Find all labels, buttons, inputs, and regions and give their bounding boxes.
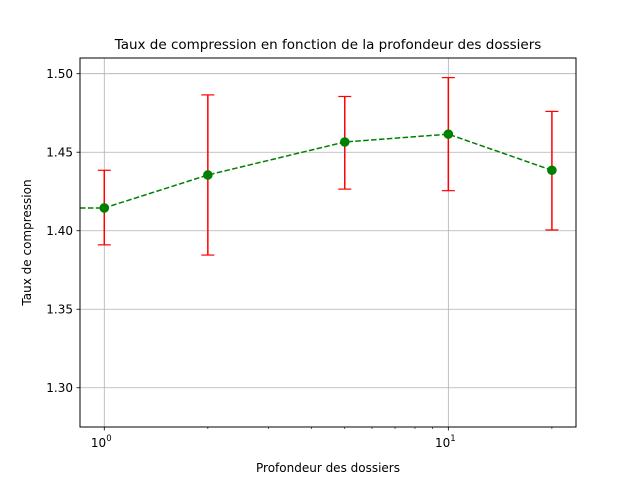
series-line <box>80 133 553 209</box>
y-axis-label: Taux de compression <box>20 179 34 306</box>
series-line-group <box>80 133 553 209</box>
y-tick-label: 1.30 <box>46 381 73 395</box>
markers <box>99 129 557 213</box>
x-tick-label: 101 <box>435 434 456 450</box>
y-tick-label: 1.45 <box>46 146 73 160</box>
major-ticks <box>76 73 449 431</box>
error-bars <box>97 77 559 256</box>
x-tick-label: 100 <box>91 434 112 450</box>
x-axis-label: Profondeur des dossiers <box>256 461 400 475</box>
chart-title: Taux de compression en fonction de la pr… <box>114 37 542 53</box>
data-point <box>339 137 350 147</box>
data-point <box>547 165 557 176</box>
x-tick-labels: 100 101 <box>91 434 456 450</box>
plot-frame <box>79 57 577 428</box>
data-point <box>99 203 110 213</box>
y-tick-label: 1.35 <box>46 303 73 317</box>
data-point <box>443 129 454 139</box>
y-tick-label: 1.40 <box>46 224 73 238</box>
grid <box>80 58 576 427</box>
y-tick-label: 1.50 <box>46 67 73 81</box>
y-tick-labels: 1.30 1.35 1.40 1.45 1.50 <box>46 67 73 395</box>
data-point <box>203 170 213 180</box>
